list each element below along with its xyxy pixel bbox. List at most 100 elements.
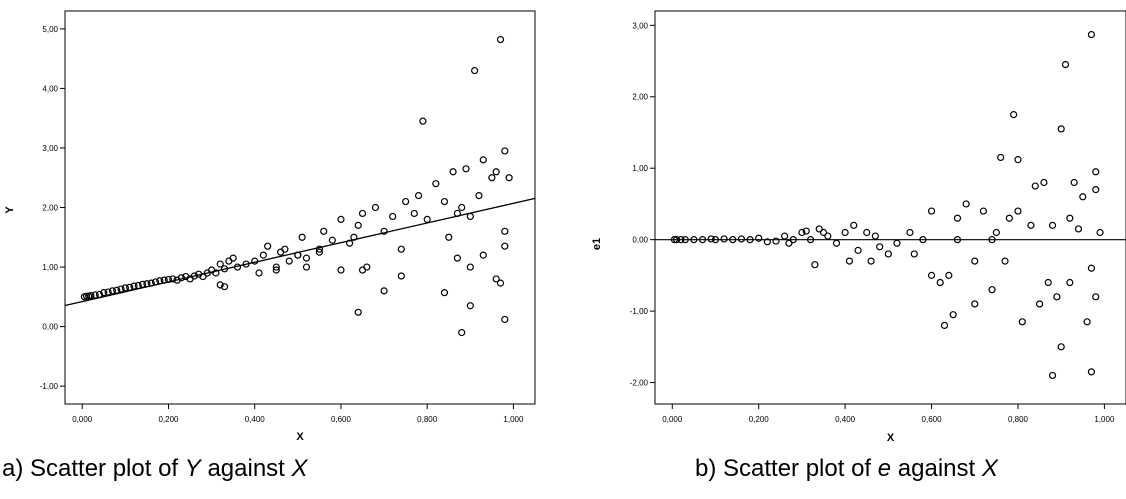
data-point: [126, 283, 134, 291]
data-point: [479, 251, 487, 259]
data-point: [440, 197, 449, 206]
x-tick-label-b: 0,000: [662, 415, 683, 424]
data-point: [1066, 278, 1074, 287]
data-point: [979, 207, 988, 215]
data-point: [302, 254, 311, 262]
data-point: [397, 245, 405, 253]
data-point: [216, 260, 224, 268]
data-point: [358, 266, 367, 274]
data-point: [841, 228, 849, 237]
caption-a-prefix: a) Scatter plot of: [2, 455, 185, 482]
data-point: [345, 239, 354, 247]
data-point: [496, 279, 505, 287]
data-point: [264, 242, 272, 250]
data-point: [1087, 368, 1096, 376]
data-point: [371, 203, 380, 212]
data-point: [242, 260, 250, 268]
data-point: [449, 168, 457, 176]
data-point: [720, 235, 728, 243]
data-point: [255, 269, 263, 277]
data-point: [988, 236, 996, 244]
data-point: [707, 235, 715, 243]
data-point: [160, 276, 168, 284]
data-point: [225, 257, 233, 265]
data-point: [130, 282, 138, 290]
data-point: [220, 265, 229, 273]
data-point: [453, 209, 461, 218]
data-point: [1040, 178, 1048, 187]
data-point: [147, 279, 155, 287]
y-axis-title-a: Y: [4, 206, 16, 214]
data-point: [496, 35, 505, 44]
data-point: [871, 232, 879, 240]
scatter-panel-y-vs-x: 0,000 0,200 0,400 0,600 0,800 1,000 -1,00 0,00 1…: [2, 10, 536, 482]
x-tick-label-b: 0,200: [749, 415, 770, 424]
x-tick-label-b: 0,800: [1008, 415, 1029, 424]
data-point: [1014, 207, 1022, 215]
data-point: [389, 212, 397, 221]
data-point: [190, 272, 198, 280]
data-point: [1018, 318, 1026, 326]
data-point: [824, 232, 832, 240]
data-point: [677, 236, 685, 244]
data-point: [819, 228, 828, 237]
data-point: [380, 227, 388, 235]
data-point: [729, 236, 737, 244]
data-point: [100, 289, 108, 297]
data-point: [458, 203, 466, 212]
data-point: [414, 191, 423, 200]
data-point: [798, 228, 806, 237]
data-point: [850, 221, 858, 229]
data-point: [164, 275, 173, 284]
data-point: [501, 227, 509, 235]
data-point: [1035, 300, 1044, 308]
regression-line: [64, 197, 536, 307]
data-point: [755, 234, 763, 242]
data-point: [169, 275, 177, 283]
data-point: [432, 180, 440, 188]
data-point: [117, 285, 125, 293]
data-point: [936, 278, 944, 287]
data-point: [104, 288, 112, 296]
data-point: [876, 243, 884, 251]
data-point: [471, 66, 479, 75]
x-tick-label-a: 1,000: [503, 415, 524, 424]
data-point: [479, 156, 487, 164]
data-point: [832, 239, 841, 247]
data-point: [1057, 125, 1065, 133]
plot-frame-b: [654, 10, 1126, 405]
data-point: [1087, 30, 1096, 39]
data-point: [893, 239, 901, 247]
data-point: [884, 250, 892, 258]
data-point: [906, 228, 914, 237]
data-point: [919, 236, 927, 244]
data-point: [1005, 214, 1013, 222]
data-point: [453, 254, 461, 262]
data-point: [505, 174, 513, 182]
data-point: [354, 308, 362, 316]
data-point: [251, 257, 259, 265]
data-point: [320, 227, 328, 235]
data-point: [1001, 257, 1009, 265]
data-point: [212, 269, 220, 277]
data-point: [690, 236, 698, 244]
data-point: [863, 228, 871, 237]
data-point: [91, 291, 99, 299]
data-point: [397, 272, 405, 280]
data-point: [1092, 186, 1100, 194]
y-tick-label-a: 5,00: [42, 25, 58, 34]
data-point: [746, 236, 754, 244]
y-tick-label-a: -1,00: [40, 382, 59, 391]
data-point: [1092, 293, 1100, 301]
x-tick-label-a: 0,600: [331, 415, 352, 424]
caption-a-middle: against: [200, 455, 292, 482]
data-point: [358, 209, 367, 218]
y-tick-label-b: 2,00: [632, 93, 648, 102]
data-point: [1027, 221, 1035, 229]
data-point: [294, 251, 302, 259]
data-point: [216, 281, 224, 289]
data-point: [199, 272, 207, 281]
x-tick-label-a: 0,000: [72, 415, 93, 424]
data-point: [811, 261, 819, 269]
data-point: [276, 248, 285, 256]
